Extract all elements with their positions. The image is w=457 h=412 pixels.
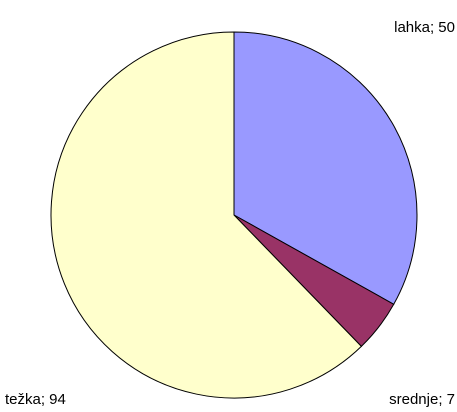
pie-slice	[233, 31, 418, 305]
slice-label: lahka; 50	[394, 19, 455, 36]
slice-label: težka; 94	[5, 391, 66, 408]
slice-label: srednje; 7	[389, 391, 455, 408]
pie-slice	[50, 31, 363, 399]
